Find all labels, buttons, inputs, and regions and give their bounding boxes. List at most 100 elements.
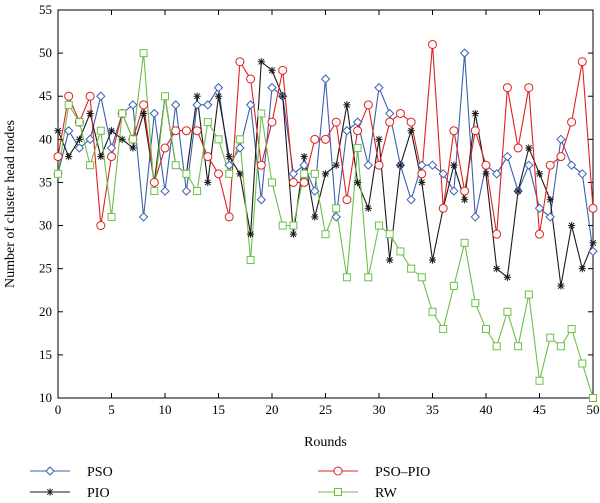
data-point-pio [289,230,297,238]
data-point-pso-pio [107,152,116,162]
data-point-rw [471,299,480,308]
x-tick-label: 25 [319,402,332,417]
y-tick-label: 10 [39,390,52,405]
data-point-rw [214,135,223,144]
data-point-pio [54,127,62,135]
data-point-pso-pio [171,126,181,136]
data-point-pso [502,151,513,162]
data-point-rw [396,247,405,256]
data-point-pio [578,265,586,273]
data-point-pio [557,282,565,290]
legend-label: PSO–PIO [375,465,430,480]
data-point-rw [182,169,191,178]
data-point-pso [577,169,588,179]
data-point-pio [214,92,223,100]
data-point-pso [192,100,202,110]
data-point-rw [128,135,137,144]
data-point-rw [321,230,330,239]
data-point-pso [235,143,245,153]
data-point-pio [546,196,554,204]
data-point-pso [363,160,374,170]
data-point-pso-pio [53,152,63,162]
data-point-rw [353,143,362,152]
data-point-pso-pio [214,169,223,179]
data-point-pso [256,194,267,205]
legend-swatch-marker [334,488,342,496]
data-point-pso-pio [492,229,502,239]
data-point-pso [299,160,309,170]
data-point-pso [74,143,85,153]
data-point-rw [439,325,448,334]
data-point-rw [86,161,95,170]
legend-label: RW [375,486,398,501]
x-tick-label: 0 [55,402,62,417]
data-point-pio [418,178,426,187]
data-point-pso [128,100,138,110]
data-point-rw [385,230,394,239]
data-point-pio [97,152,105,161]
data-point-rw [514,342,523,351]
data-point-pso-pio [374,160,384,170]
data-point-rw [107,212,116,221]
data-point-pso [588,246,598,257]
data-point-pso [331,212,341,222]
data-point-pso [342,126,352,136]
data-point-pso-pio [181,126,191,136]
data-point-pso [245,100,256,110]
data-point-rw [524,290,533,299]
data-point-pso [267,82,277,93]
data-point-pso [224,160,234,170]
data-point-pio [300,152,308,161]
legend-swatch-marker [46,488,54,496]
x-tick-label: 35 [426,402,439,417]
data-point-rw [257,109,266,118]
data-point-pio [493,265,501,273]
data-point-pio [386,256,394,264]
data-point-pio [225,152,233,161]
data-point-rw [460,238,469,247]
data-point-pso-pio [224,212,234,222]
legend-label: PSO [87,465,113,480]
data-point-pio [354,178,362,187]
data-point-rw [139,49,148,58]
data-point-pio [535,170,544,178]
data-point-pso [352,117,363,127]
legend-swatch-marker [45,466,55,476]
data-point-pso [566,160,577,170]
data-point-rw [171,161,180,170]
data-point-pso-pio [203,152,213,162]
x-tick-label: 15 [212,402,225,417]
data-point-rw [54,169,62,178]
data-point-pso-pio [299,177,309,187]
y-tick-label: 15 [39,347,52,362]
data-point-rw [150,187,159,196]
data-point-pso [545,212,555,222]
data-point-pso [138,212,149,222]
data-point-rw [342,273,351,282]
data-point-pso [310,186,320,196]
x-tick-label: 50 [587,402,600,417]
series-points-pso-pio [53,39,598,239]
data-point-pso [556,134,566,145]
data-point-pso-pio [545,160,555,170]
data-point-pso-pio [417,169,427,179]
y-tick-label: 35 [39,174,52,189]
y-axis-ticks: 10 15 20 25 30 35 40 45 50 55 [39,2,593,405]
data-point-pio [343,101,351,109]
data-point-rw [428,307,437,316]
data-point-pso-pio [321,134,330,144]
data-point-pso [406,194,416,205]
data-point-pio [107,127,116,135]
data-point-pso [181,186,192,196]
y-tick-label: 20 [39,304,52,319]
data-point-rw [193,187,202,196]
data-point-pso [149,108,160,119]
data-point-pso-pio [246,74,256,84]
data-point-rw [332,204,341,213]
data-point-pso [288,169,299,179]
y-axis-title: Number of cluster head nodes [3,120,18,288]
data-point-pio [193,92,201,100]
data-point-rw [278,221,287,230]
data-point-pio [140,109,148,118]
